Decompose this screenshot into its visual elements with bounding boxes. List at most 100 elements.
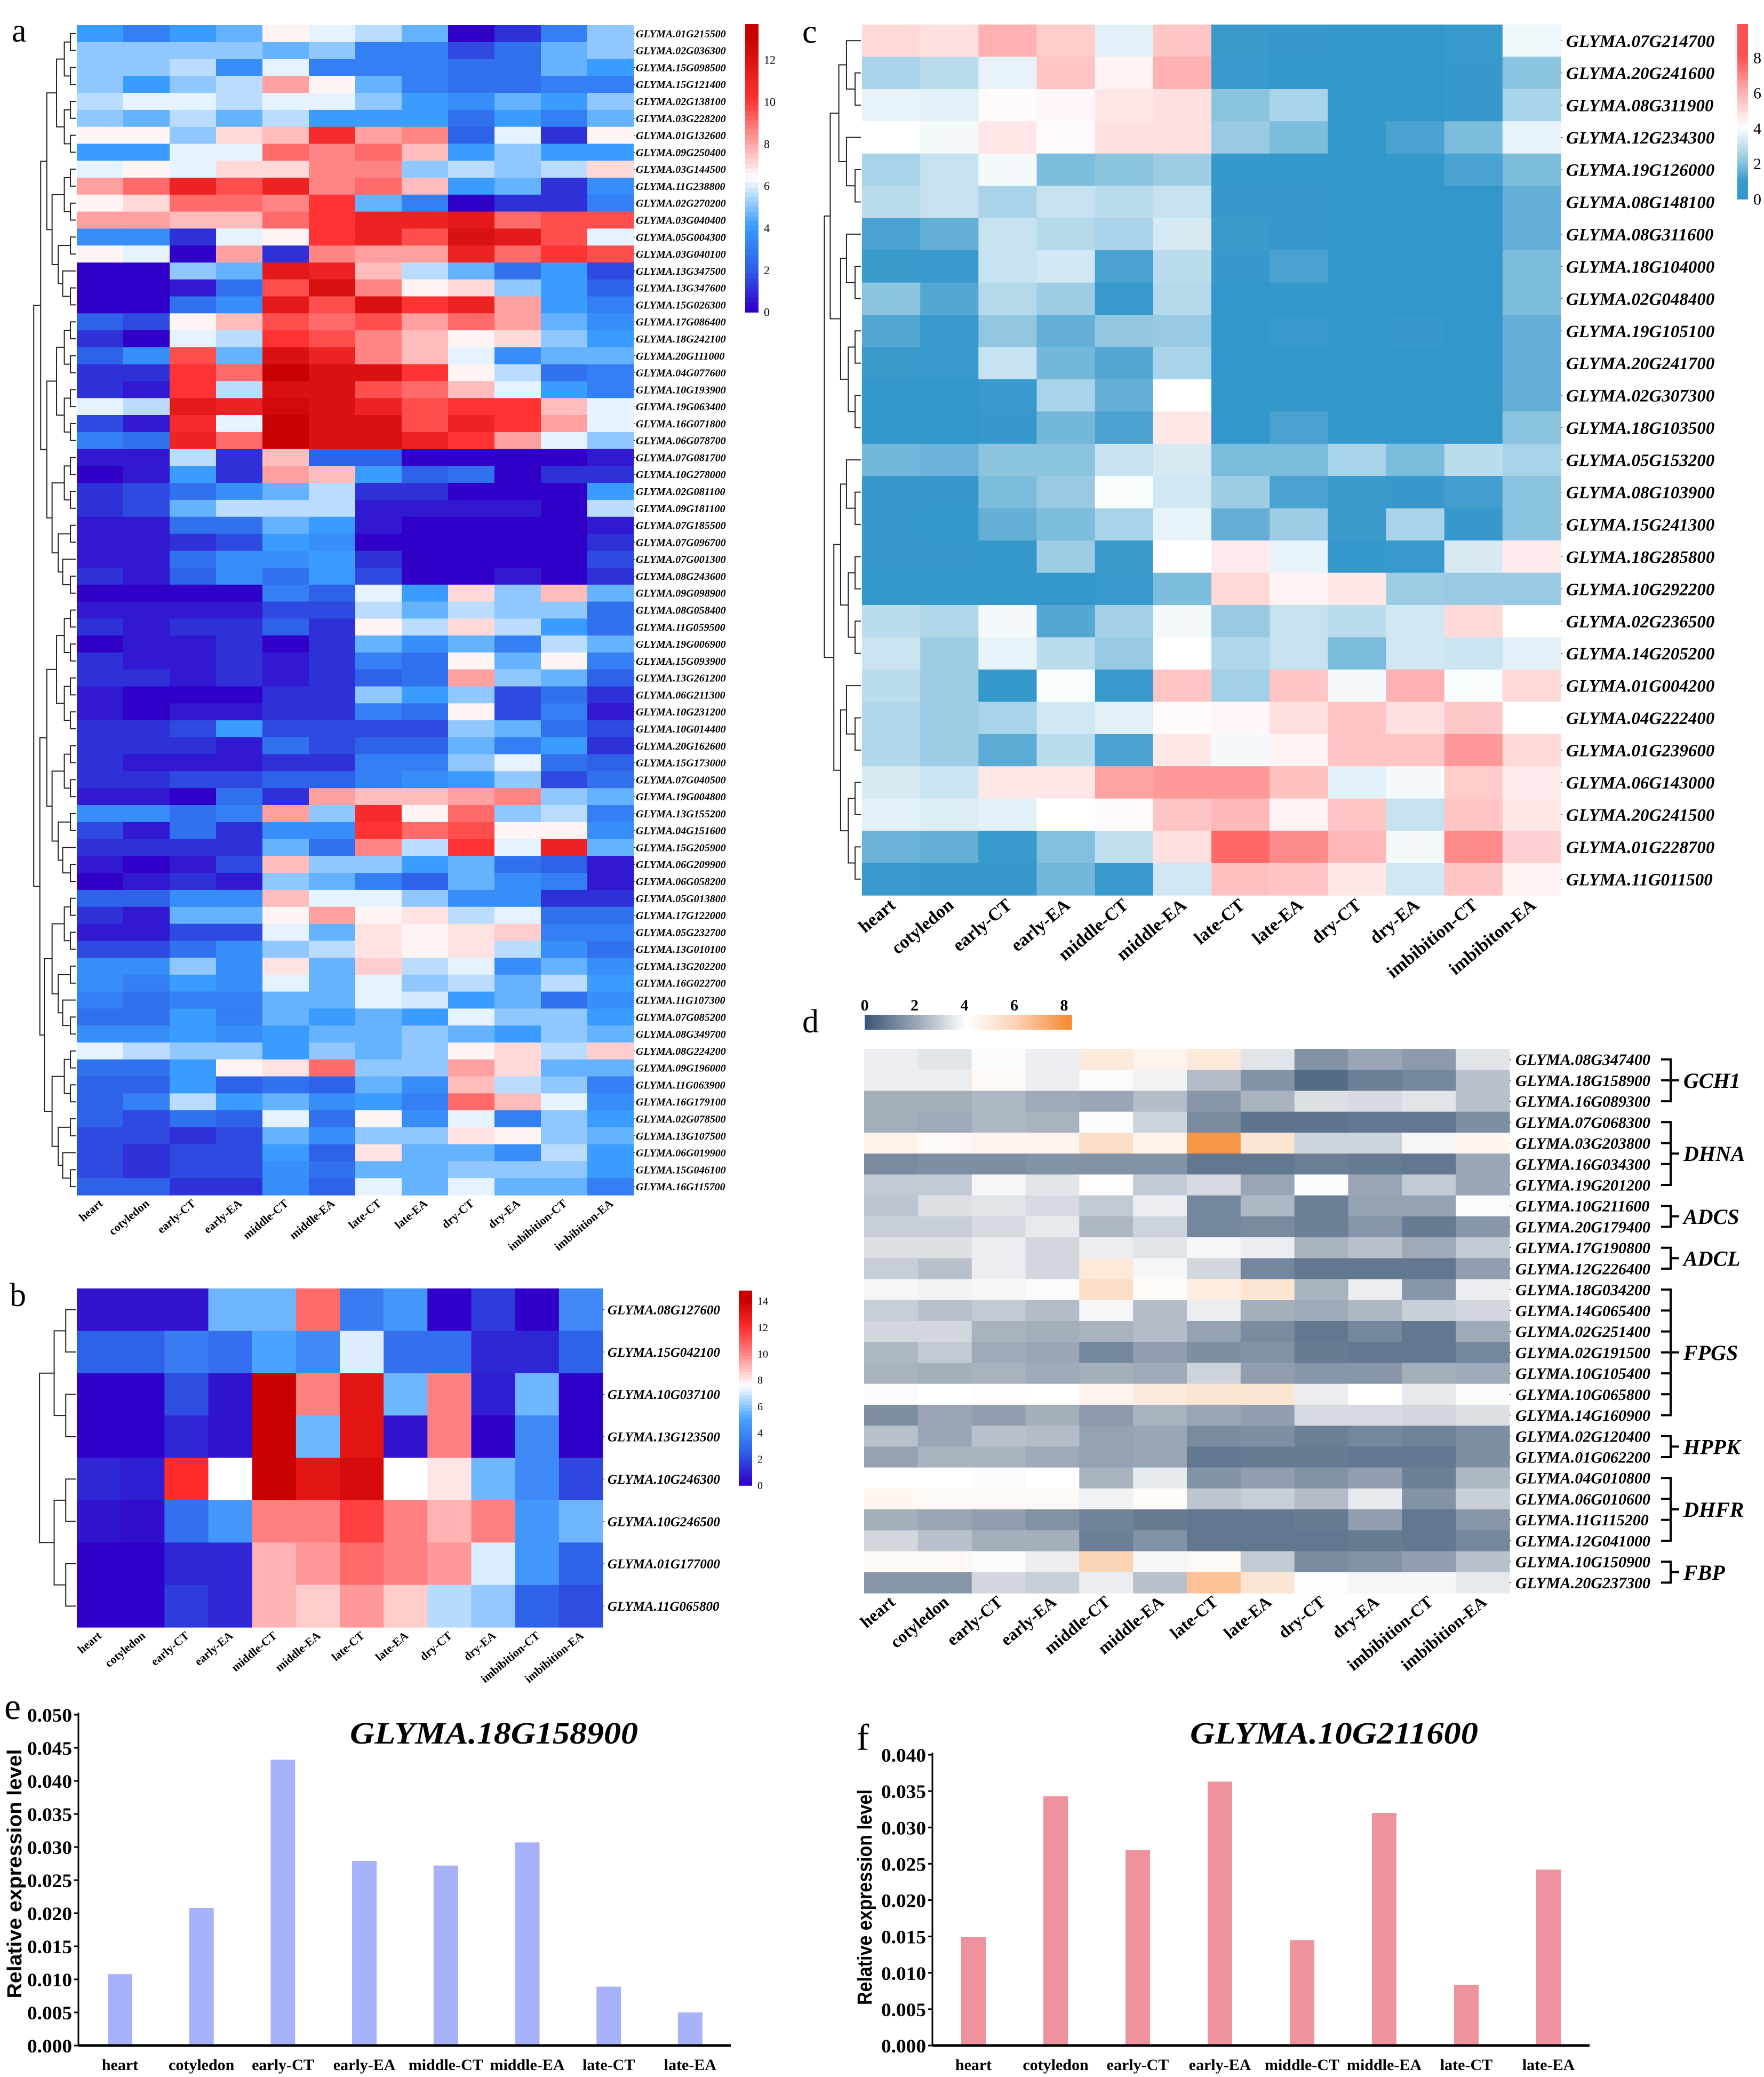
heatmap-cell	[355, 1110, 402, 1128]
heatmap-cell	[1211, 218, 1270, 251]
dendrogram-branch	[56, 635, 65, 704]
gene-group-bracket: FPGS	[1661, 1288, 1738, 1417]
row-label: GLYMA.10G231200	[636, 706, 726, 718]
heatmap-cell	[1294, 1300, 1349, 1322]
heatmap-cell	[1456, 1551, 1510, 1573]
heatmap-cell	[1036, 186, 1096, 219]
heatmap-cell	[296, 1288, 340, 1331]
heatmap-cell	[1153, 476, 1212, 509]
heatmap-cell	[448, 178, 495, 195]
heatmap-cell	[216, 194, 263, 212]
heatmap-cell	[309, 1178, 356, 1196]
heatmap-cell	[77, 754, 124, 772]
heatmap-cell	[448, 534, 495, 551]
heatmap-cell	[123, 1127, 170, 1145]
heatmap-cell	[355, 754, 402, 772]
colorbar-tick-label: 0	[1753, 191, 1761, 209]
colorbar-segment	[944, 1015, 948, 1030]
heatmap-cell	[494, 194, 541, 212]
heatmap-cell	[262, 805, 309, 823]
heatmap-cell	[402, 449, 449, 466]
column-label: early-CT	[949, 895, 1016, 956]
heatmap-cell	[216, 432, 263, 450]
heatmap-cell	[1444, 25, 1503, 57]
heatmap-cell	[1153, 863, 1212, 896]
heatmap-cell	[1402, 1509, 1456, 1531]
heatmap-cell	[1133, 1049, 1187, 1070]
heatmap-cell	[123, 59, 170, 76]
heatmap-cell	[1095, 702, 1154, 735]
heatmap-cell	[1153, 89, 1212, 122]
colorbar-segment	[745, 48, 759, 53]
y-axis-label: Relative expression level	[4, 1749, 26, 1999]
heatmap-cell	[1240, 1070, 1295, 1091]
colorbar-segment	[1737, 73, 1748, 77]
heatmap-cell	[309, 703, 356, 721]
heatmap-cell	[448, 720, 495, 738]
heatmap-cell	[355, 652, 402, 670]
heatmap-cell	[494, 161, 541, 178]
heatmap-cell	[309, 144, 356, 161]
heatmap-cell	[170, 449, 217, 466]
dendrogram-branch	[855, 72, 861, 106]
heatmap-cell	[402, 924, 449, 941]
heatmap-cell	[123, 941, 170, 958]
row-label: GLYMA.03G203800	[1515, 1135, 1650, 1152]
dendrogram-branch	[70, 321, 76, 339]
heatmap-cell	[402, 534, 449, 551]
heatmap-cell	[541, 161, 588, 178]
colorbar-segment	[1737, 85, 1748, 89]
dendrogram-branch	[70, 711, 76, 729]
column-label: late-EA	[1220, 1592, 1275, 1643]
heatmap-cell	[1153, 57, 1212, 90]
heatmap-cell	[77, 1008, 124, 1026]
heatmap-cell	[1187, 1091, 1241, 1112]
heatmap-cell	[541, 516, 588, 535]
heatmap-cells	[77, 25, 634, 1196]
heatmap-cell	[402, 279, 449, 297]
dendrogram-branch	[855, 620, 861, 654]
colorbar-segment	[739, 1384, 752, 1389]
heatmap-cell	[448, 347, 495, 365]
heatmap-cell	[1328, 57, 1387, 90]
heatmap-cell	[1025, 1572, 1080, 1594]
heatmap-cell	[558, 1331, 603, 1374]
dendrogram-branch	[44, 958, 52, 1112]
colorbar-segment	[1013, 1015, 1017, 1030]
heatmap-cell	[1187, 1383, 1241, 1405]
heatmap-cell	[1386, 637, 1445, 670]
heatmap-cell	[587, 618, 634, 636]
heatmap-cell	[920, 702, 979, 735]
heatmap-cell	[402, 1059, 449, 1077]
bar	[1208, 1781, 1232, 2046]
heatmap-cell	[1153, 702, 1212, 735]
heatmap-cell	[448, 1025, 495, 1043]
heatmap-cell	[1294, 1091, 1349, 1112]
heatmap-cell	[1348, 1321, 1402, 1342]
heatmap-cell	[355, 516, 402, 535]
heatmap-cell	[494, 1161, 541, 1179]
colorbar-segment	[1737, 140, 1748, 144]
dendrogram-branch	[58, 1126, 71, 1166]
heatmap-cell	[170, 483, 217, 500]
heatmap-cell	[541, 364, 588, 382]
heatmap-cell	[77, 1585, 121, 1628]
heatmap-cell	[1328, 315, 1387, 347]
heatmap-cell	[427, 1415, 472, 1459]
heatmap-cell	[920, 863, 979, 896]
heatmap-cell	[309, 25, 356, 43]
heatmap-cell	[541, 635, 588, 653]
heatmap-cell	[1079, 1383, 1134, 1405]
gene-group-label: HPPK	[1683, 1435, 1742, 1459]
heatmap-cell	[309, 398, 356, 416]
colorbar-segment	[739, 1453, 752, 1457]
heatmap-cell	[587, 703, 634, 721]
heatmap-cell	[494, 805, 541, 823]
row-label: GLYMA.07G085200	[636, 1012, 726, 1023]
heatmap-cell	[494, 686, 541, 704]
heatmap-cell	[541, 551, 588, 568]
row-label: GLYMA.08G347400	[1515, 1051, 1650, 1069]
heatmap-cell	[309, 126, 356, 145]
heatmap-cell	[448, 330, 495, 348]
row-label: GLYMA.06G058200	[636, 876, 726, 888]
